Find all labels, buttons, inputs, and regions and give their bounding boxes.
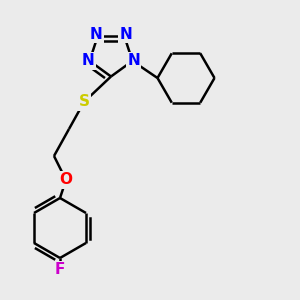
Text: N: N bbox=[128, 53, 140, 68]
Text: N: N bbox=[90, 27, 103, 42]
Text: N: N bbox=[119, 27, 132, 42]
Text: O: O bbox=[59, 172, 73, 188]
Text: N: N bbox=[82, 53, 94, 68]
Text: F: F bbox=[55, 262, 65, 278]
Text: S: S bbox=[79, 94, 89, 110]
